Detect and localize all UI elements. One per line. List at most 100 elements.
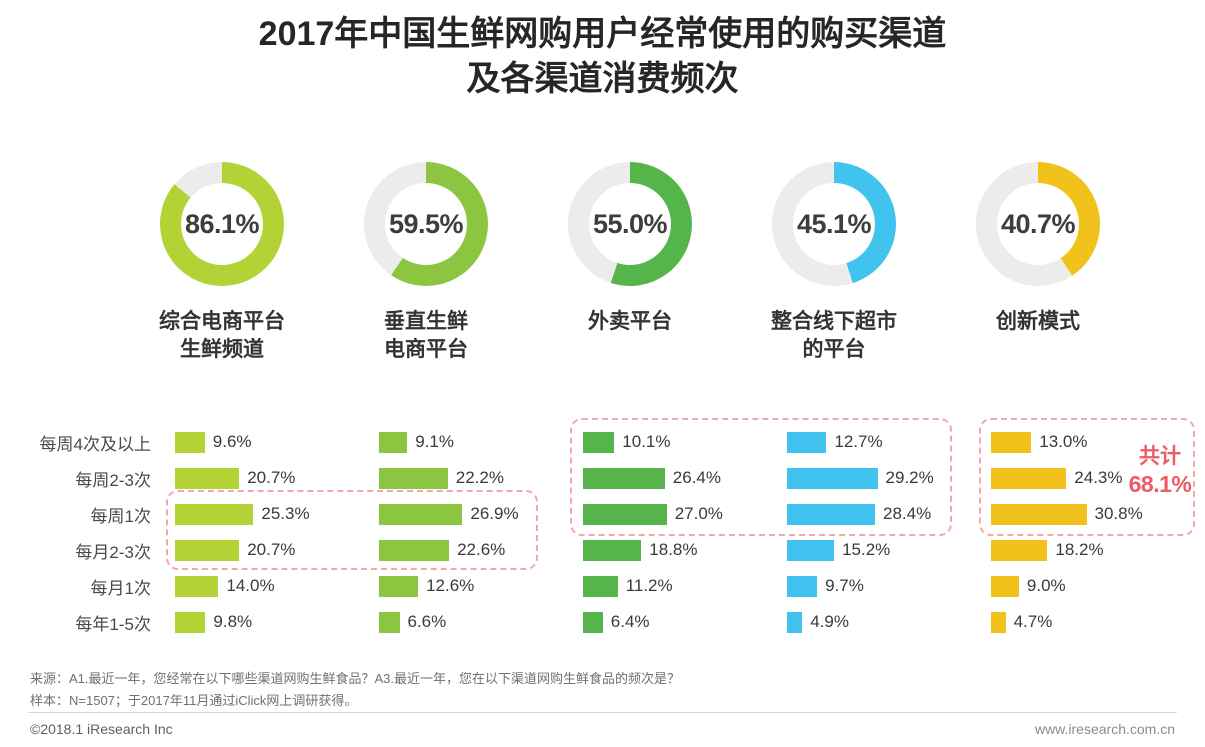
frequency-label: 每周1次	[90, 506, 151, 526]
bar-row: 每周2-3次 20.7% 22.2% 26.4% 29.2% 24.3%	[0, 460, 1185, 496]
bar-cell: 6.4%	[573, 604, 777, 640]
bar-cell: 26.4%	[573, 460, 777, 496]
bar	[175, 575, 219, 597]
highlight-box-weekly-once-monthly	[166, 490, 538, 570]
frequency-label: 每周2-3次	[75, 470, 151, 490]
bar-cell: 30.8%	[981, 496, 1185, 532]
channel-label-line: 创新模式	[996, 310, 1080, 333]
bar	[583, 539, 642, 561]
bar-cell: 22.2%	[369, 460, 573, 496]
bar	[379, 431, 408, 453]
bar-value: 18.8%	[649, 540, 698, 559]
channel-label-line: 垂直生鲜	[384, 310, 468, 333]
bar-value: 11.2%	[625, 576, 673, 595]
bar-cell: 25.3%	[165, 496, 369, 532]
bar-cell: 11.2%	[573, 568, 777, 604]
bar-row: 每月1次 14.0% 12.6% 11.2% 9.7% 9.0%	[0, 568, 1185, 604]
donut-chart: 55.0%	[568, 162, 692, 286]
donut-hole	[793, 183, 875, 265]
bar-value: 30.8%	[1094, 504, 1143, 523]
bars-section: 每周4次及以上 9.6% 9.1% 10.1% 12.7% 13.0% 每周2-3次 20.7…	[0, 424, 1185, 640]
bar	[175, 503, 254, 525]
donut-percentage: 40.7%	[1000, 208, 1076, 239]
channel-label-line: 整合线下超市	[771, 310, 897, 333]
bar-value: 26.4%	[672, 468, 721, 487]
bar-cell: 10.1%	[573, 424, 777, 460]
channel-label: 创新模式	[996, 308, 1080, 336]
donut-hole	[997, 183, 1079, 265]
donut-column: 45.1% 整合线下超市 的平台	[771, 162, 981, 365]
channel-donut-cell: 45.1% 整合线下超市 的平台	[749, 162, 919, 365]
channel-donut-cell: 40.7% 创新模式	[953, 162, 1123, 365]
bar-cell: 12.7%	[777, 424, 981, 460]
bar-cell: 18.8%	[573, 532, 777, 568]
bar-value: 14.0%	[226, 576, 275, 595]
bar	[379, 467, 448, 489]
bar	[583, 431, 615, 453]
total-annotation-label: 共计	[1139, 445, 1181, 468]
bar	[787, 503, 875, 525]
bar-value: 9.6%	[212, 432, 252, 451]
bar	[583, 467, 665, 489]
frequency-label: 每月1次	[90, 578, 151, 598]
bar-value: 28.4%	[883, 504, 932, 523]
donut-percentage: 45.1%	[796, 208, 872, 239]
bar-cell: 4.7%	[981, 604, 1185, 640]
bar-value: 9.0%	[1026, 576, 1066, 595]
bar-value: 27.0%	[674, 504, 723, 523]
frequency-label: 每月2-3次	[75, 542, 151, 562]
bar	[991, 575, 1019, 597]
bar-value: 13.0%	[1039, 432, 1088, 451]
bar	[991, 467, 1067, 489]
bar	[991, 611, 1006, 633]
bar	[583, 611, 603, 633]
bar-cell: 28.4%	[777, 496, 981, 532]
donut-hole	[385, 183, 467, 265]
donut-chart: 86.1%	[160, 162, 284, 286]
source-note: 来源：A1.最近一年，您经常在以下哪些渠道网购生鲜食品？A3.最近一年，您在以下…	[30, 671, 681, 686]
channel-label-line: 外卖平台	[588, 310, 672, 333]
bar-cell: 26.9%	[369, 496, 573, 532]
bar	[991, 431, 1032, 453]
channel-label: 垂直生鲜 电商平台	[384, 308, 468, 365]
bar-row: 每年1-5次 9.8% 6.6% 6.4% 4.9% 4.7%	[0, 604, 1185, 640]
bar	[379, 503, 463, 525]
bar-cell: 9.8%	[165, 604, 369, 640]
frequency-label: 每周4次及以上	[39, 434, 151, 454]
bar	[379, 539, 450, 561]
website-link[interactable]: www.iresearch.com.cn	[1034, 721, 1175, 737]
channel-label-line: 电商平台	[384, 338, 468, 362]
donut-percentage: 59.5%	[388, 208, 464, 239]
bar-cell: 9.7%	[777, 568, 981, 604]
donut-column: 40.7% 创新模式	[976, 162, 1185, 365]
channel-label-line: 生鲜频道	[180, 338, 264, 362]
donut-section: 86.1% 综合电商平台 生鲜频道 59.5% 垂直生鲜电商平台 55.0% 外卖平台 45.…	[0, 162, 1185, 365]
bar-value: 29.2%	[885, 468, 934, 487]
bar	[175, 539, 240, 561]
highlight-box-innovation-total	[979, 418, 1195, 536]
total-annotation-value: 68.1%	[1128, 471, 1192, 497]
bar-value: 22.2%	[455, 468, 504, 487]
bar-cell: 9.1%	[369, 424, 573, 460]
bar-value: 26.9%	[470, 504, 519, 523]
bar	[583, 503, 667, 525]
donut-row: 86.1% 综合电商平台 生鲜频道 59.5% 垂直生鲜电商平台 55.0% 外卖平台 45.…	[0, 162, 1185, 365]
bar	[787, 539, 835, 561]
bar-cell: 15.2%	[777, 532, 981, 568]
bar-cell: 18.2%	[981, 532, 1185, 568]
channel-label: 整合线下超市 的平台	[771, 308, 897, 365]
bar-cell: 20.7%	[165, 460, 369, 496]
channel-label: 综合电商平台 生鲜频道	[159, 308, 285, 365]
bar	[787, 431, 827, 453]
bar-cell: 20.7%	[165, 532, 369, 568]
bar-value: 4.9%	[810, 612, 849, 631]
bar-cell: 29.2%	[777, 460, 981, 496]
donut-chart: 40.7%	[976, 162, 1100, 286]
bar	[787, 467, 878, 489]
bar	[379, 575, 419, 597]
donut-percentage: 55.0%	[592, 208, 668, 239]
bar-value: 25.3%	[261, 504, 310, 523]
bar-cell: 13.0%	[981, 424, 1185, 460]
bar	[175, 431, 205, 453]
chart-title-line1: 2017年中国生鲜网购用户经常使用的购买渠道	[258, 15, 947, 53]
